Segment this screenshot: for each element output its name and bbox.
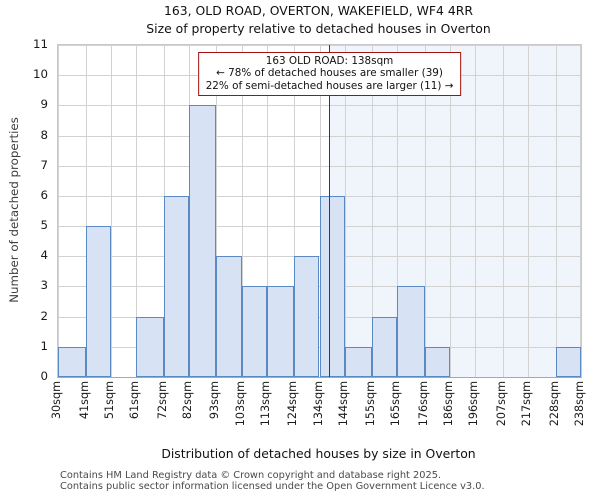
plot-area: 163 OLD ROAD: 138sqm ← 78% of detached h…: [57, 44, 582, 378]
y-tick-label: 0: [40, 369, 48, 383]
x-tick-label: 72sqm: [155, 381, 169, 420]
x-axis-label: Distribution of detached houses by size …: [161, 446, 476, 461]
annotation-line-3: 22% of semi-detached houses are larger (…: [205, 79, 454, 92]
vertical-gridline: [425, 45, 427, 377]
x-tick-label: 41sqm: [77, 381, 91, 420]
vertical-gridline: [266, 45, 268, 377]
y-tick-label: 11: [32, 37, 48, 51]
histogram-bar: [555, 346, 581, 377]
x-tick-label: 124sqm: [286, 381, 300, 427]
histogram-bar: [188, 105, 217, 377]
annotation-line-1: 163 OLD ROAD: 138sqm: [265, 55, 394, 67]
vertical-gridline: [135, 45, 137, 377]
vertical-gridline: [528, 45, 530, 377]
vertical-gridline: [85, 45, 87, 377]
vertical-gridline: [555, 45, 557, 377]
vertical-gridline: [580, 45, 581, 377]
y-tick-label: 8: [40, 127, 48, 142]
x-tick-label: 144sqm: [336, 381, 350, 427]
vertical-gridline: [450, 45, 452, 377]
y-tick-label: 7: [40, 157, 48, 172]
vertical-gridline: [216, 45, 218, 377]
histogram-bar: [425, 346, 451, 377]
chart-title: 163, OLD ROAD, OVERTON, WAKEFIELD, WF4 4…: [164, 3, 473, 18]
x-tick-label: 238sqm: [573, 381, 586, 427]
vertical-gridline: [58, 45, 59, 377]
x-tick-label: 51sqm: [102, 381, 116, 420]
y-tick-label: 6: [40, 187, 48, 202]
histogram-bar: [85, 226, 111, 377]
histogram-bar: [216, 256, 242, 377]
vertical-gridline: [372, 45, 374, 377]
y-tick-label: 1: [40, 338, 48, 353]
x-tick-label: 217sqm: [520, 381, 534, 427]
x-tick-label: 82sqm: [180, 381, 194, 420]
vertical-gridline: [475, 45, 477, 377]
histogram-bar: [135, 316, 164, 377]
vertical-gridline: [397, 45, 399, 377]
vertical-gridline: [344, 45, 346, 377]
x-tick-label: 207sqm: [495, 381, 509, 427]
histogram-bar: [241, 286, 267, 377]
histogram-bar: [294, 256, 320, 377]
footer-line-2: Contains public sector information licen…: [60, 481, 485, 493]
x-tick-label: 186sqm: [442, 381, 456, 427]
histogram-bar: [266, 286, 295, 377]
y-tick-label: 3: [40, 278, 48, 293]
histogram-bar: [397, 286, 426, 377]
y-tick-label: 2: [40, 308, 48, 323]
histogram-bar: [58, 346, 86, 377]
x-tick-label: 134sqm: [311, 381, 325, 427]
x-tick-label: 30sqm: [50, 381, 63, 420]
y-axis-label: Number of detached properties: [7, 117, 21, 303]
histogram-bar: [319, 195, 345, 377]
x-tick-label: 228sqm: [547, 381, 561, 427]
x-tick-label: 103sqm: [233, 381, 247, 427]
annotation-line-2: ← 78% of detached houses are smaller (39…: [216, 67, 443, 80]
x-tick-label: 93sqm: [208, 381, 222, 420]
vertical-gridline: [110, 45, 112, 377]
vertical-gridline: [241, 45, 243, 377]
x-tick-label: 113sqm: [258, 381, 272, 427]
y-tick-label: 5: [40, 218, 48, 233]
vertical-gridline: [503, 45, 505, 377]
histogram-bar: [372, 316, 398, 377]
y-tick-label: 10: [32, 67, 48, 82]
histogram-bar: [163, 195, 189, 377]
footer-attribution: Contains HM Land Registry data © Crown c…: [60, 470, 485, 492]
marker-line: [328, 45, 331, 377]
x-tick-label: 176sqm: [417, 381, 431, 427]
shaded-region-right-of-marker: [329, 45, 581, 377]
y-tick-label: 9: [40, 97, 48, 112]
footer-line-1: Contains HM Land Registry data © Crown c…: [60, 470, 442, 481]
y-tick-label: 4: [40, 248, 48, 263]
x-tick-label: 165sqm: [389, 381, 403, 427]
chart-subtitle: Size of property relative to detached ho…: [146, 21, 491, 36]
x-tick-label: 196sqm: [467, 381, 481, 427]
x-tick-label: 61sqm: [127, 381, 141, 420]
x-tick-label: 155sqm: [364, 381, 378, 427]
annotation-box: 163 OLD ROAD: 138sqm ← 78% of detached h…: [197, 52, 462, 96]
vertical-gridline: [294, 45, 296, 377]
histogram-bar: [344, 346, 373, 377]
